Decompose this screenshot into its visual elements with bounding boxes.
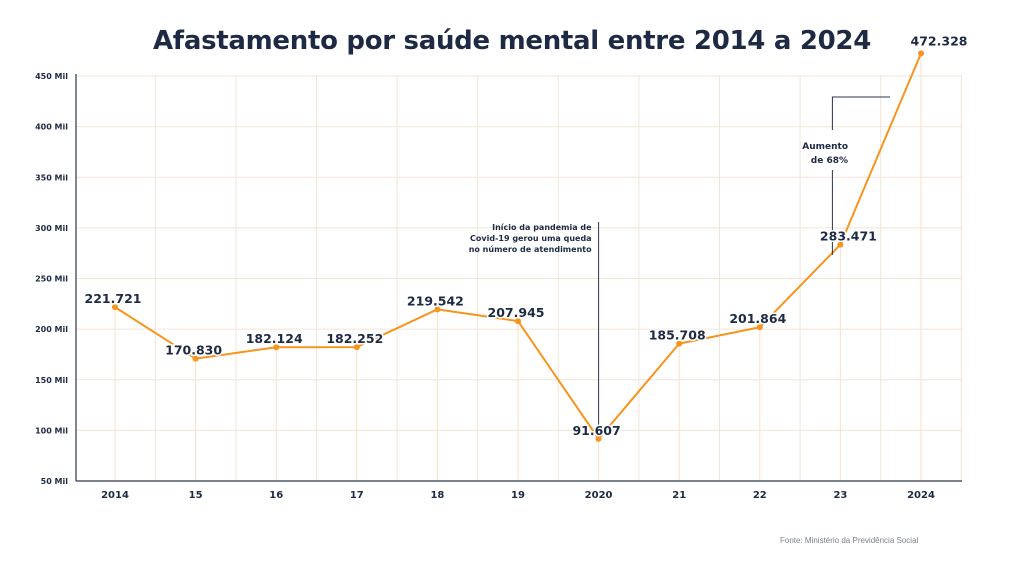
data-point xyxy=(112,304,118,311)
y-tick-label: 250 Mil xyxy=(35,275,68,284)
data-point xyxy=(515,318,521,325)
y-tick-label: 400 Mil xyxy=(35,123,68,132)
data-point xyxy=(837,241,844,248)
data-point xyxy=(676,340,683,347)
data-point xyxy=(595,435,602,442)
x-tick-label: 18 xyxy=(430,490,444,501)
y-tick-label: 50 Mil xyxy=(41,477,69,486)
annotation-text-increase: de 68% xyxy=(811,156,848,166)
y-tick-label: 150 Mil xyxy=(35,376,68,385)
x-tick-label: 2020 xyxy=(585,490,613,501)
y-tick-label: 450 Mil xyxy=(35,72,68,81)
data-label: 221.721 xyxy=(85,291,142,306)
data-point xyxy=(273,344,280,351)
data-label: 472.328 xyxy=(911,33,968,48)
source-note: Fonte: Ministério da Previdência Social xyxy=(780,536,919,545)
y-tick-label: 100 Mil xyxy=(35,426,68,435)
x-tick-label: 2024 xyxy=(907,490,935,501)
data-point xyxy=(756,324,763,331)
data-label: 207.945 xyxy=(488,305,545,320)
x-tick-label: 22 xyxy=(753,490,767,501)
x-tick-label: 17 xyxy=(350,490,364,501)
data-label: 219.542 xyxy=(407,293,464,308)
y-tick-label: 200 Mil xyxy=(35,325,68,334)
y-tick-label: 350 Mil xyxy=(35,173,68,182)
data-label: 91.607 xyxy=(572,423,620,438)
data-label: 185.708 xyxy=(649,328,706,343)
annotation-text-increase: Aumento xyxy=(802,142,848,152)
x-tick-label: 16 xyxy=(269,490,283,501)
x-tick-label: 15 xyxy=(189,490,203,501)
data-label: 283.471 xyxy=(820,229,877,244)
data-label: 170.830 xyxy=(165,343,222,358)
annotation-text-pandemic: Início da pandemia de xyxy=(492,223,592,232)
x-tick-label: 23 xyxy=(833,490,847,501)
data-label: 182.124 xyxy=(246,331,303,346)
annotation-line-increase-upper xyxy=(831,96,890,130)
chart-title: Afastamento por saúde mental entre 2014 … xyxy=(152,26,871,56)
data-point xyxy=(353,344,360,351)
data-point xyxy=(192,355,199,362)
x-tick-label: 21 xyxy=(672,490,686,501)
data-point xyxy=(918,50,924,57)
data-label: 201.864 xyxy=(729,311,786,326)
annotation-text-pandemic: Covid-19 gerou uma queda xyxy=(470,234,592,243)
x-tick-label: 2014 xyxy=(101,490,129,501)
data-point xyxy=(434,306,441,313)
x-tick-label: 19 xyxy=(511,490,525,501)
data-label: 182.252 xyxy=(326,331,383,346)
y-tick-label: 300 Mil xyxy=(35,224,68,233)
annotation-text-pandemic: no número de atendimento xyxy=(469,245,592,254)
